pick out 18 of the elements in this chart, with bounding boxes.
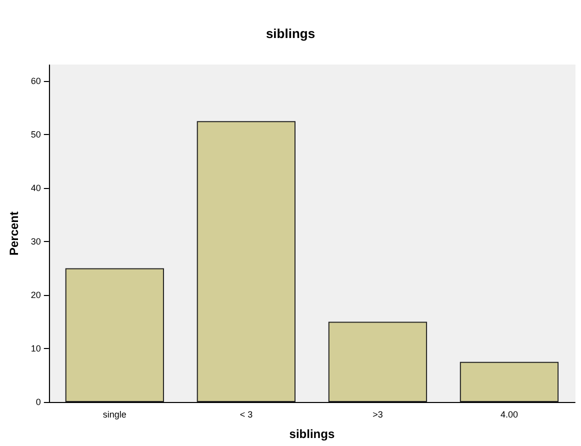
- x-axis-title: siblings: [289, 427, 335, 441]
- y-tick-label: 50: [30, 130, 41, 140]
- chart-title: siblings: [266, 26, 316, 41]
- y-tick-label: 10: [30, 344, 41, 354]
- bar: [460, 362, 559, 402]
- y-axis-title: Percent: [7, 211, 21, 256]
- y-tick-label: 0: [36, 397, 41, 407]
- x-tick-label: single: [102, 410, 126, 420]
- y-tick-label: 30: [30, 236, 41, 247]
- y-tick-label: 20: [30, 290, 41, 300]
- bar: [328, 322, 428, 402]
- x-tick-label: 4.00: [500, 410, 518, 420]
- x-tick-label: < 3: [240, 410, 253, 420]
- bar: [65, 268, 164, 402]
- y-tick-label: 40: [30, 183, 41, 194]
- x-tick-label: >3: [372, 410, 383, 420]
- y-tick-label: 60: [30, 76, 41, 86]
- bar: [196, 121, 296, 402]
